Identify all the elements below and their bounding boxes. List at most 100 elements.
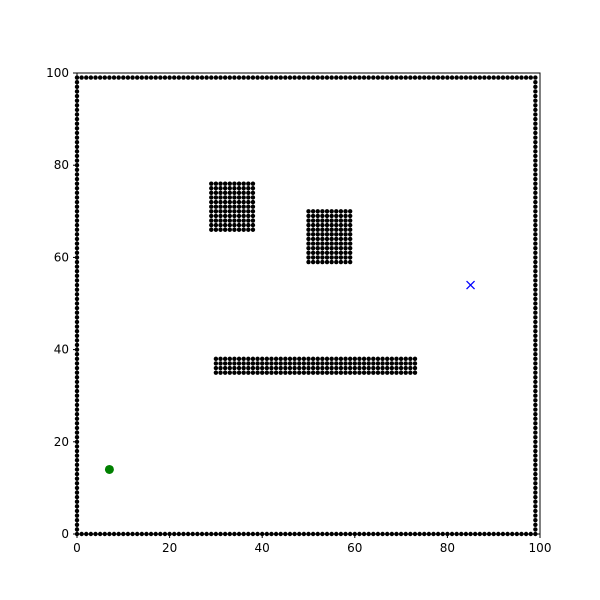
obstacle-point: [246, 222, 251, 228]
boundary-point: [533, 527, 538, 532]
boundary-point: [533, 305, 538, 311]
boundary-point: [533, 490, 538, 495]
obstacle-point: [227, 181, 232, 186]
obstacle-point: [338, 227, 344, 232]
obstacle-point: [250, 222, 256, 228]
obstacle-point: [297, 361, 302, 366]
boundary-point: [121, 75, 126, 80]
boundary-point: [533, 370, 538, 375]
obstacle-point: [246, 181, 251, 186]
boundary-point: [361, 75, 367, 80]
boundary-point: [380, 75, 385, 80]
boundary-point: [533, 112, 538, 117]
obstacle-point: [347, 356, 353, 362]
obstacle-point: [218, 218, 223, 223]
obstacle-point: [343, 259, 348, 265]
boundary-point: [533, 513, 538, 518]
axes: 0 20 40 60 80 100 0 20 40 60 80 100: [46, 66, 551, 555]
boundary-point: [292, 75, 297, 80]
boundary-point: [533, 75, 538, 80]
obstacle-point: [222, 209, 228, 214]
obstacle-point: [338, 259, 344, 265]
boundary-point: [533, 236, 538, 242]
obstacle-point: [306, 255, 311, 260]
obstacle-point: [347, 245, 353, 251]
obstacle-point: [241, 365, 246, 371]
boundary-point: [403, 75, 408, 80]
boundary-point: [445, 75, 450, 80]
obstacle-point: [255, 370, 260, 375]
boundary-point: [533, 356, 538, 362]
obstacle-point: [213, 186, 219, 191]
boundary-point: [533, 379, 538, 385]
boundary-point: [533, 287, 538, 292]
obstacle-point: [320, 365, 325, 371]
obstacle-point: [315, 365, 320, 371]
boundary-point: [227, 75, 232, 80]
obstacle-point: [250, 195, 256, 200]
obstacle-point: [343, 227, 348, 232]
boundary-point: [533, 301, 538, 306]
obstacle-point: [222, 361, 228, 366]
obstacle-point: [320, 370, 325, 375]
obstacle-point: [209, 209, 214, 214]
obstacle-point: [241, 195, 246, 200]
obstacle-point: [320, 259, 325, 265]
obstacle-point: [385, 370, 390, 375]
obstacle-point: [209, 181, 214, 186]
boundary-point: [533, 139, 538, 145]
obstacle-point: [320, 236, 325, 242]
boundary-point: [533, 245, 538, 251]
obstacle-point: [324, 361, 330, 366]
boundary-point: [533, 462, 538, 468]
boundary-point: [375, 75, 381, 80]
obstacle-point: [343, 361, 348, 366]
boundary-point: [232, 75, 237, 80]
boundary-point: [394, 75, 399, 80]
obstacle-point: [352, 361, 357, 366]
obstacle-point: [209, 195, 214, 200]
obstacle-point: [306, 370, 311, 375]
boundary-point: [398, 75, 404, 80]
obstacle-point: [287, 361, 293, 366]
boundary-point: [315, 75, 320, 80]
obstacle-point: [236, 227, 242, 232]
obstacle-point: [306, 227, 311, 232]
obstacle-point: [338, 213, 344, 219]
obstacle-point: [310, 259, 316, 265]
boundary-point: [533, 365, 538, 371]
boundary-point: [533, 434, 538, 440]
boundary-point: [533, 315, 538, 320]
boundary-point: [533, 130, 538, 136]
boundary-point: [533, 93, 538, 99]
obstacle-point: [324, 236, 330, 242]
boundary-point: [533, 504, 538, 509]
obstacle-point: [398, 361, 404, 366]
obstacle-point: [380, 365, 385, 371]
obstacle-point: [347, 259, 353, 265]
obstacle-point: [306, 241, 311, 246]
obstacle-point: [380, 356, 385, 362]
boundary-point: [255, 75, 260, 80]
obstacle-point: [264, 365, 270, 371]
boundary-point: [107, 75, 112, 80]
obstacle-point: [343, 356, 348, 362]
obstacle-point: [310, 250, 316, 255]
obstacle-point: [250, 199, 256, 205]
obstacle-point: [347, 232, 353, 237]
obstacle-point: [222, 365, 228, 371]
boundary-point: [533, 485, 538, 491]
obstacle-point: [329, 209, 334, 214]
obstacle-point: [334, 370, 339, 375]
obstacle-point: [361, 365, 367, 371]
obstacle-point: [357, 365, 362, 371]
obstacle-point: [347, 227, 353, 232]
obstacle-points: [74, 75, 538, 537]
obstacle-point: [236, 186, 242, 191]
boundary-point: [130, 75, 135, 80]
boundary-point: [533, 352, 538, 357]
boundary-point: [533, 388, 538, 394]
obstacle-point: [218, 213, 223, 219]
boundary-point: [533, 176, 538, 182]
obstacle-point: [209, 222, 214, 228]
